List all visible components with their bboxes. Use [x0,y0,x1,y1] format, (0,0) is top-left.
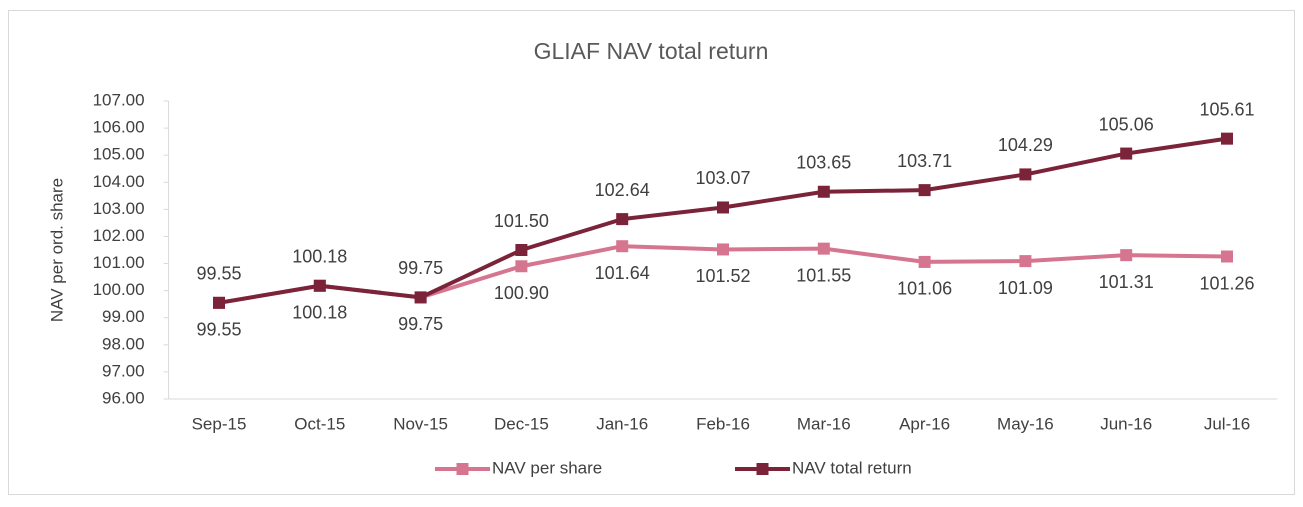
data-label: 99.75 [398,258,443,278]
x-tick-label: Oct-15 [294,414,345,433]
x-tick-label: Jun-16 [1100,414,1152,433]
marker [616,240,629,253]
marker [1221,250,1233,263]
data-label: 100.18 [292,247,347,267]
x-tick-label: Sep-15 [192,414,247,433]
marker [515,244,528,256]
x-tick-label: May-16 [997,414,1054,433]
y-axis-label: NAV per ord. share [47,178,66,322]
marker [1120,147,1133,160]
y-tick-label: 105.00 [93,145,145,164]
data-label: 101.55 [796,265,851,285]
marker [717,201,729,214]
legend-label: NAV per share [492,458,602,477]
marker [213,296,225,309]
y-tick-label: 96.00 [102,388,145,407]
legend-marker [756,463,769,475]
y-tick-label: 103.00 [93,199,145,218]
chart-title: GLIAF NAV total return [534,38,769,64]
x-tick-label: Jan-16 [596,414,648,433]
data-label: 99.55 [196,264,241,284]
data-label: 99.75 [398,314,443,334]
marker [717,243,729,256]
legend-marker [456,463,469,475]
y-tick-label: 104.00 [93,172,145,191]
data-label: 100.18 [292,303,347,323]
marker [918,255,931,268]
marker [817,242,830,255]
data-label: 101.52 [695,266,750,286]
y-tick-label: 97.00 [102,361,145,380]
marker [313,279,326,292]
data-label: 105.61 [1199,99,1254,119]
marker [515,260,528,273]
x-tick-label: Dec-15 [494,414,549,433]
marker [1221,132,1233,145]
marker [414,291,427,304]
y-tick-label: 107.00 [93,90,145,109]
data-label: 101.09 [998,278,1053,298]
data-label: 103.71 [897,151,952,171]
x-tick-label: Apr-16 [899,414,950,433]
data-label: 99.55 [196,320,241,340]
chart-frame [8,10,1295,495]
y-tick-label: 102.00 [93,226,145,245]
data-label: 100.90 [494,283,549,303]
data-label: 104.29 [998,135,1053,155]
x-tick-label: Jul-16 [1204,414,1250,433]
x-tick-label: Nov-15 [393,414,448,433]
data-label: 102.64 [595,180,650,200]
data-label: 103.07 [695,168,750,188]
data-label: 101.31 [1099,272,1154,292]
marker [817,185,830,198]
y-tick-label: 101.00 [93,253,145,272]
y-tick-label: 100.00 [93,280,145,299]
data-label: 103.65 [796,153,851,173]
data-label: 101.26 [1199,273,1254,293]
x-tick-label: Feb-16 [696,414,750,433]
marker [918,184,931,197]
data-label: 101.50 [494,211,549,231]
legend-label: NAV total return [792,458,912,477]
marker [1120,249,1133,262]
data-label: 105.06 [1099,114,1154,134]
x-tick-label: Mar-16 [797,414,851,433]
marker [1019,168,1032,181]
marker [1019,255,1032,268]
marker [616,213,629,226]
y-tick-label: 98.00 [102,334,145,353]
y-tick-label: 106.00 [93,118,145,137]
data-label: 101.64 [595,263,650,283]
y-tick-label: 99.00 [102,307,145,326]
data-label: 101.06 [897,279,952,299]
